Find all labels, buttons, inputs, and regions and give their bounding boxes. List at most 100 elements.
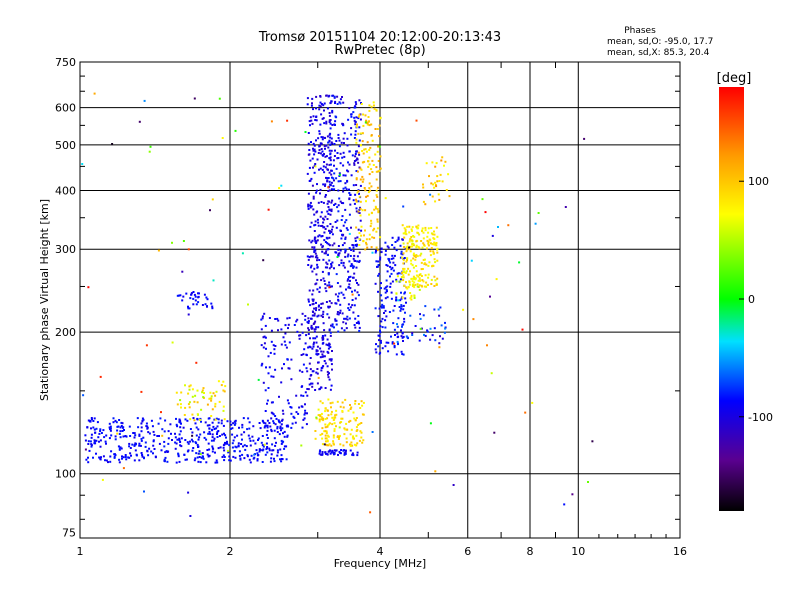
data-point (350, 428, 353, 431)
data-point (178, 437, 181, 440)
data-point (279, 448, 282, 451)
data-point (316, 315, 319, 318)
data-point (211, 307, 214, 310)
data-point (375, 207, 377, 210)
data-point (176, 294, 179, 297)
data-point (355, 322, 358, 324)
data-point (416, 231, 419, 234)
data-point (348, 232, 351, 235)
data-point (335, 177, 338, 180)
data-point (204, 303, 207, 306)
data-point (234, 456, 237, 459)
data-point (408, 248, 411, 251)
data-point (321, 168, 324, 171)
data-point (149, 145, 152, 148)
data-point (426, 239, 429, 242)
data-point (187, 449, 190, 452)
data-point (356, 191, 359, 194)
data-point (320, 416, 323, 419)
data-point (306, 394, 309, 397)
data-point (133, 432, 136, 435)
data-point (366, 141, 369, 144)
data-point (341, 96, 343, 98)
data-point (145, 344, 148, 347)
data-point (257, 439, 259, 441)
data-point (171, 439, 173, 441)
data-point (217, 421, 220, 424)
data-point (354, 106, 357, 109)
data-point (296, 318, 299, 321)
data-point (340, 327, 343, 330)
data-point (364, 209, 367, 212)
data-point (191, 413, 194, 416)
data-point (308, 383, 311, 386)
data-point (386, 245, 389, 248)
data-point (374, 128, 377, 130)
data-point (119, 430, 122, 433)
data-point (352, 266, 355, 269)
data-point (347, 303, 350, 306)
data-point (405, 281, 407, 284)
data-point (357, 161, 360, 164)
data-point (176, 438, 179, 441)
data-point (280, 429, 282, 432)
data-point (326, 417, 329, 420)
data-point (183, 414, 186, 416)
data-point (346, 228, 349, 231)
data-point (191, 395, 194, 398)
data-point (213, 437, 216, 440)
data-point (311, 385, 314, 388)
data-point (378, 352, 381, 355)
data-point (312, 345, 315, 348)
data-point (182, 426, 185, 429)
data-point (358, 99, 361, 102)
data-point (362, 178, 365, 181)
data-point (412, 243, 415, 245)
data-point (365, 195, 368, 198)
data-point (349, 404, 351, 406)
data-point (317, 353, 320, 355)
data-point (159, 417, 162, 420)
data-point (384, 197, 387, 200)
data-point (307, 192, 310, 195)
data-point (367, 191, 370, 194)
data-point (206, 403, 209, 406)
data-point (318, 452, 321, 455)
data-point (248, 427, 251, 430)
data-point (87, 456, 89, 459)
data-point (129, 435, 132, 437)
data-point (430, 283, 433, 285)
data-point (326, 439, 329, 442)
data-point (331, 244, 334, 247)
data-point (433, 230, 435, 233)
data-point (335, 140, 338, 142)
data-point (440, 159, 443, 162)
data-point (336, 206, 339, 209)
data-point (342, 101, 345, 104)
data-point (371, 251, 374, 254)
data-point (343, 242, 346, 245)
data-point (348, 309, 351, 311)
data-point (356, 255, 359, 258)
data-point (122, 467, 125, 470)
data-point (342, 406, 345, 409)
data-point (355, 177, 358, 180)
data-point (247, 417, 250, 420)
data-point (322, 117, 325, 120)
data-point (112, 417, 115, 420)
data-point (420, 327, 423, 330)
data-point (308, 345, 311, 348)
y-tick-label: 200 (55, 326, 76, 339)
data-point (333, 326, 335, 329)
data-point (276, 427, 279, 430)
data-point (354, 237, 357, 240)
data-point (353, 160, 356, 162)
data-point (309, 337, 311, 340)
data-point (330, 231, 333, 233)
data-point (481, 198, 484, 201)
data-point (273, 348, 276, 351)
data-point (427, 283, 429, 286)
data-point (256, 452, 259, 455)
data-point (369, 146, 372, 149)
data-point (393, 346, 396, 349)
